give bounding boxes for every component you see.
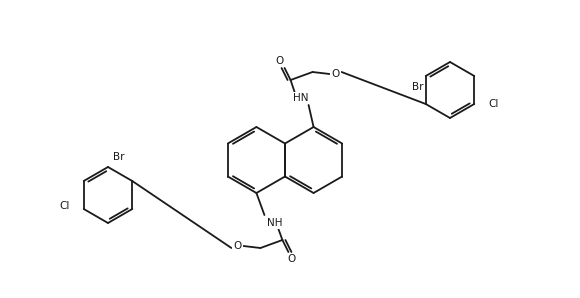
Text: HN: HN bbox=[293, 93, 309, 103]
Text: Cl: Cl bbox=[59, 201, 70, 211]
Text: NH: NH bbox=[267, 218, 282, 228]
Text: O: O bbox=[331, 69, 340, 79]
Text: Br: Br bbox=[113, 152, 125, 162]
Text: Br: Br bbox=[412, 82, 423, 92]
Text: O: O bbox=[276, 56, 284, 66]
Text: O: O bbox=[287, 254, 296, 264]
Text: O: O bbox=[233, 241, 241, 251]
Text: Cl: Cl bbox=[488, 99, 499, 109]
